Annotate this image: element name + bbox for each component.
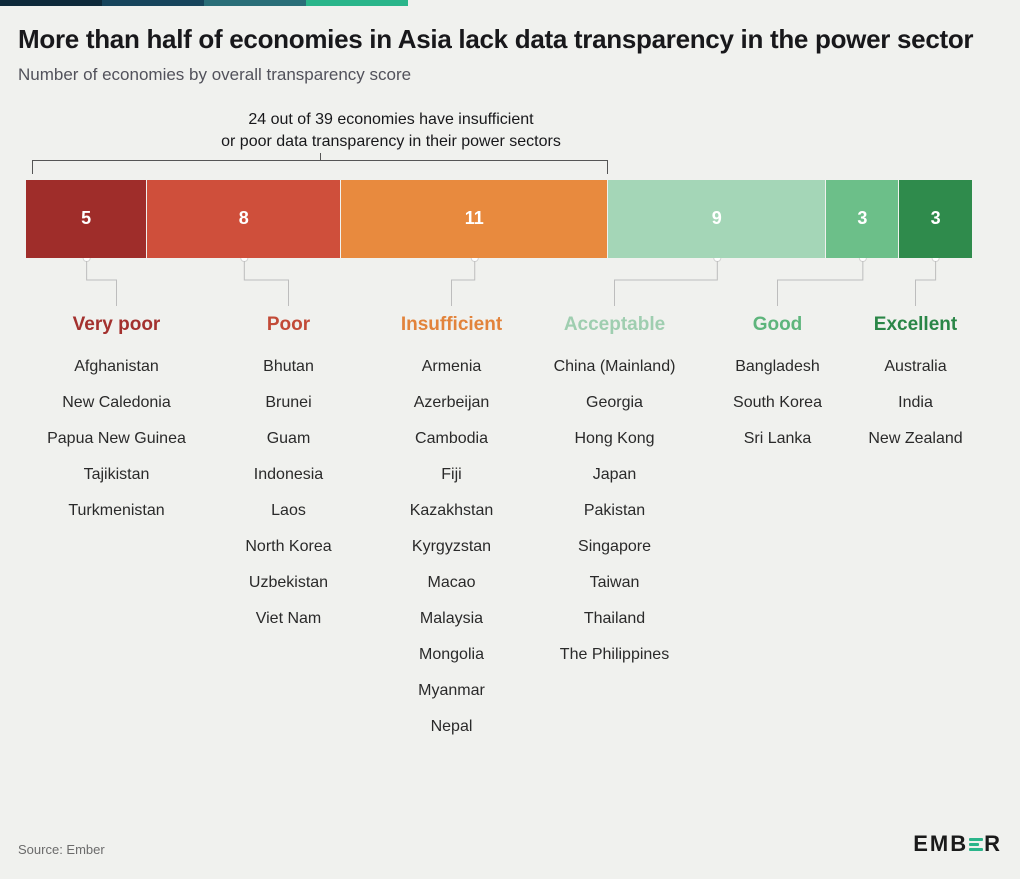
category-label: Insufficient <box>401 314 502 336</box>
country-item: Mongolia <box>419 646 484 664</box>
column-acceptable: Acceptable China (Mainland) Georgia Hong Ko… <box>533 314 696 754</box>
column-good: Good Bangladesh South Korea Sri Lanka <box>696 314 859 754</box>
source-text: Source: Ember <box>18 842 105 857</box>
main-container: More than half of economies in Asia lack… <box>0 6 1020 754</box>
country-item: Nepal <box>431 718 473 736</box>
country-item: Viet Nam <box>256 610 322 628</box>
country-item: Guam <box>267 430 311 448</box>
country-item: Australia <box>884 358 946 376</box>
band-connectors <box>26 258 972 314</box>
logo-e-icon <box>969 838 983 851</box>
band-very-poor: 5 <box>26 180 147 258</box>
category-label: Acceptable <box>564 314 665 336</box>
category-label: Poor <box>267 314 310 336</box>
logo-left: EMB <box>913 831 968 857</box>
country-item: Indonesia <box>254 466 323 484</box>
callout-line-1: 24 out of 39 economies have insufficient <box>248 111 533 128</box>
country-item: Myanmar <box>418 682 485 700</box>
country-item: Brunei <box>265 394 311 412</box>
country-item: Hong Kong <box>574 430 654 448</box>
country-item: Fiji <box>441 466 461 484</box>
band-insufficient: 11 <box>341 180 608 258</box>
column-poor: Poor Bhutan Brunei Guam Indonesia Laos North K… <box>207 314 370 754</box>
chart-area: 24 out of 39 economies have insufficient… <box>18 109 1002 754</box>
country-item: South Korea <box>733 394 822 412</box>
ember-logo: EMB R <box>913 831 1002 857</box>
country-item: Thailand <box>584 610 645 628</box>
country-item: China (Mainland) <box>554 358 676 376</box>
top-accent-bar <box>0 0 1020 6</box>
country-item: Afghanistan <box>74 358 159 376</box>
footer: Source: Ember EMB R <box>18 831 1002 857</box>
country-item: North Korea <box>245 538 331 556</box>
country-item: Sri Lanka <box>744 430 812 448</box>
country-item: Papua New Guinea <box>47 430 186 448</box>
band-poor: 8 <box>147 180 341 258</box>
country-item: Bhutan <box>263 358 314 376</box>
callout-line-2: or poor data transparency in their power… <box>221 133 561 150</box>
country-item: Singapore <box>578 538 651 556</box>
column-excellent: Excellent Australia India New Zealand <box>859 314 972 754</box>
country-item: Tajikistan <box>84 466 150 484</box>
country-item: Uzbekistan <box>249 574 328 592</box>
country-item: Japan <box>593 466 637 484</box>
chart-title: More than half of economies in Asia lack… <box>18 24 1002 55</box>
bracket-callout: 24 out of 39 economies have insufficient… <box>156 109 626 154</box>
country-item: Malaysia <box>420 610 483 628</box>
country-item: Bangladesh <box>735 358 820 376</box>
country-item: India <box>898 394 933 412</box>
category-label: Excellent <box>874 314 957 336</box>
category-label: Good <box>753 314 803 336</box>
country-item: Azerbeijan <box>414 394 490 412</box>
country-item: Taiwan <box>590 574 640 592</box>
country-item: Kazakhstan <box>410 502 494 520</box>
country-item: Pakistan <box>584 502 645 520</box>
country-item: Turkmenistan <box>68 502 164 520</box>
country-item: Georgia <box>586 394 643 412</box>
country-item: The Philippines <box>560 646 669 664</box>
category-columns: Very poor Afghanistan New Caledonia Papua N… <box>26 314 972 754</box>
category-label: Very poor <box>73 314 161 336</box>
column-very-poor: Very poor Afghanistan New Caledonia Papua N… <box>26 314 207 754</box>
segmented-bar: 5811933 <box>26 180 972 258</box>
country-item: Armenia <box>422 358 482 376</box>
country-item: Laos <box>271 502 306 520</box>
column-insufficient: Insufficient Armenia Azerbeijan Cambodia Fij… <box>370 314 533 754</box>
chart-subtitle: Number of economies by overall transpare… <box>18 65 1002 85</box>
country-item: New Caledonia <box>62 394 171 412</box>
band-good: 3 <box>826 180 899 258</box>
country-item: Kyrgyzstan <box>412 538 491 556</box>
logo-right: R <box>984 831 1002 857</box>
band-acceptable: 9 <box>608 180 826 258</box>
band-excellent: 3 <box>899 180 972 258</box>
callout-bracket <box>32 160 608 174</box>
country-item: Macao <box>427 574 475 592</box>
country-item: Cambodia <box>415 430 488 448</box>
country-item: New Zealand <box>868 430 962 448</box>
